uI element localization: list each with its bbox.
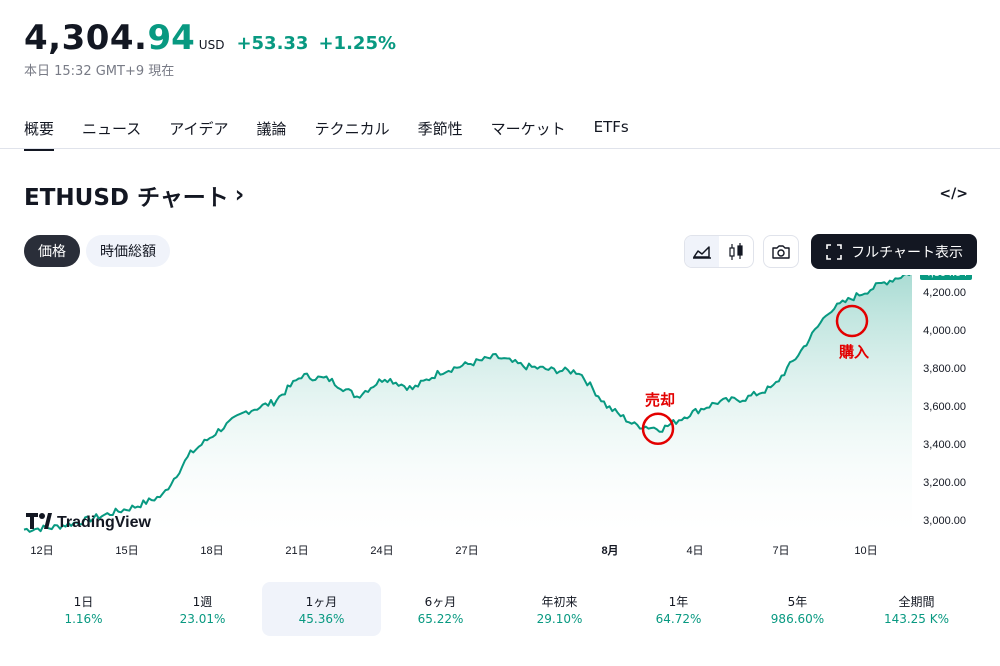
annotation-label: 売却 — [645, 391, 675, 409]
period-return: 65.22% — [417, 611, 464, 626]
x-tick-label: 21日 — [285, 545, 308, 557]
period-button[interactable]: 全期間 143.25 K% — [857, 582, 976, 636]
symbol-tabs: 概要 ニュース アイデア 議論 テクニカル 季節性 マーケット ETFs — [24, 118, 629, 151]
period-return: 29.10% — [536, 611, 583, 626]
tab-item[interactable]: 概要 — [24, 118, 55, 151]
y-tick-label: 3,800.00 — [923, 363, 966, 375]
price-timestamp: 本日 15:32 GMT+9 現在 — [24, 64, 175, 79]
candlestick-icon — [729, 242, 743, 260]
tabs-divider — [0, 148, 1000, 149]
y-tick-label: 3,600.00 — [923, 401, 966, 413]
chart-title: ETHUSD チャート — [24, 185, 229, 211]
x-tick-label: 7日 — [772, 545, 789, 557]
full-chart-button[interactable]: フルチャート表示 — [811, 234, 977, 269]
period-return: 23.01% — [179, 611, 226, 626]
tab-item[interactable]: ニュース — [82, 120, 142, 138]
x-tick-label: 18日 — [200, 545, 223, 557]
tab-item[interactable]: マーケット — [490, 120, 566, 138]
period-button[interactable]: 年初来 29.10% — [500, 582, 619, 636]
last-price-badge — [920, 275, 972, 281]
y-tick-label: 3,000.00 — [923, 515, 966, 527]
period-label: 5年 — [787, 594, 808, 609]
period-button[interactable]: 1年 64.72% — [619, 582, 738, 636]
y-tick-label: 4,000.00 — [923, 325, 966, 337]
period-label: 1年 — [668, 594, 689, 609]
period-button[interactable]: 1ヶ月 45.36% — [262, 582, 381, 636]
period-return: 45.36% — [298, 611, 345, 626]
period-return: 143.25 K% — [883, 611, 950, 626]
period-return: 1.16% — [64, 611, 103, 626]
snapshot-button[interactable] — [764, 236, 798, 267]
tab-item[interactable]: テクニカル — [314, 120, 390, 138]
tradingview-logo: TradingView — [26, 513, 152, 531]
tab-item[interactable]: ETFs — [593, 118, 629, 136]
x-tick-label: 24日 — [370, 545, 393, 557]
camera-icon — [772, 244, 790, 259]
period-return: 986.60% — [770, 611, 825, 626]
chevron-right-icon: › — [234, 182, 245, 208]
period-button[interactable]: 5年 986.60% — [738, 582, 857, 636]
toggle-price-button[interactable]: 価格 — [24, 235, 80, 267]
chart-title-link[interactable]: ETHUSD チャート › — [24, 178, 244, 212]
price-area-fill — [24, 275, 912, 533]
x-tick-label: 27日 — [455, 545, 478, 557]
period-label: 1日 — [73, 594, 94, 609]
candlestick-button[interactable] — [719, 236, 753, 267]
x-tick-label: 12日 — [30, 545, 53, 557]
period-return: 64.72% — [655, 611, 702, 626]
price-integer: 4,304. — [24, 18, 148, 58]
period-button[interactable]: 1日 1.16% — [24, 582, 143, 636]
annotation-label: 購入 — [838, 343, 869, 361]
y-tick-label: 3,200.00 — [923, 477, 966, 489]
period-label: 6ヶ月 — [424, 594, 457, 609]
x-tick-label: 10日 — [854, 545, 877, 557]
area-chart-icon — [693, 245, 711, 259]
toggle-market-cap-button[interactable]: 時価総額 — [86, 235, 170, 267]
snapshot-group — [763, 235, 799, 268]
period-selector: 1日 1.16% 1週 23.01% 1ヶ月 45.36% 6ヶ月 65.22% 年初来 29.1… — [24, 582, 976, 636]
price-header: 4,304. 94 USD +53.33 +1.25% 本日 15:32 GMT… — [24, 18, 396, 79]
period-label: 1ヶ月 — [305, 594, 338, 609]
tab-item[interactable]: アイデア — [169, 120, 229, 138]
fullscreen-icon — [826, 243, 842, 260]
period-button[interactable]: 6ヶ月 65.22% — [381, 582, 500, 636]
x-tick-label: 4日 — [686, 545, 703, 557]
last-price-label: 4,304.94 — [925, 275, 968, 279]
x-tick-label: 8月 — [601, 544, 618, 557]
tab-item[interactable]: 季節性 — [417, 120, 463, 138]
full-chart-label: フルチャート表示 — [851, 244, 963, 261]
annotation-circle — [835, 304, 869, 338]
tradingview-logo-text: TradingView — [57, 514, 152, 531]
price-currency: USD — [198, 38, 225, 52]
price-chart[interactable]: 3,000.00 3,200.00 3,400.00 3,600.00 3,800.00… — [0, 275, 1000, 575]
annotation-circle — [641, 412, 675, 446]
y-tick-label: 4,200.00 — [923, 287, 966, 299]
tab-item[interactable]: 議論 — [256, 120, 287, 138]
chart-type-toggle: 価格 時価総額 — [24, 235, 170, 267]
price-decimal: 94 — [147, 18, 195, 58]
area-chart-button[interactable] — [685, 236, 719, 267]
period-label: 全期間 — [898, 594, 935, 609]
x-tick-label: 15日 — [115, 545, 138, 557]
embed-code-icon[interactable]: </> — [939, 186, 968, 202]
chart-style-group — [684, 235, 754, 268]
y-tick-label: 3,400.00 — [923, 439, 966, 451]
price-change: +53.33 — [236, 33, 309, 54]
period-label: 1週 — [192, 594, 213, 609]
price-line — [23, 275, 911, 533]
period-button[interactable]: 1週 23.01% — [143, 582, 262, 636]
price-change-percent: +1.25% — [318, 33, 396, 54]
period-label: 年初来 — [541, 594, 578, 609]
